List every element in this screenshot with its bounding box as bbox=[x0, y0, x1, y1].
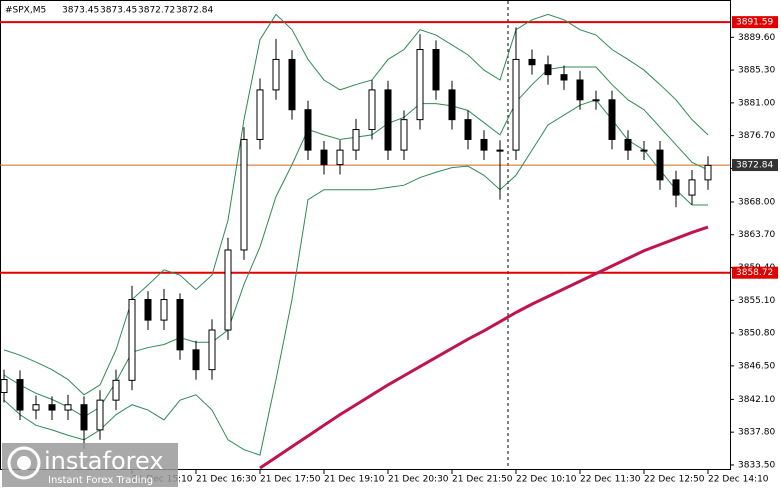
quote-value: 3872.72 bbox=[138, 6, 175, 16]
candle-body bbox=[544, 64, 552, 76]
y-tick-label: 3855.10 bbox=[738, 296, 775, 306]
candle-body bbox=[304, 109, 312, 151]
candle-body bbox=[336, 149, 344, 166]
candle-body bbox=[80, 404, 88, 431]
quote-value: 3873.45 bbox=[62, 6, 99, 16]
candle-body bbox=[176, 299, 184, 351]
x-tick-label: 22 Dec 11:30 bbox=[580, 475, 641, 485]
watermark-brand: instaforex bbox=[44, 447, 164, 475]
candle-body bbox=[32, 404, 40, 411]
plot-layer bbox=[0, 13, 730, 470]
y-tick-label: 3846.50 bbox=[738, 361, 775, 371]
candle-body bbox=[256, 89, 264, 140]
y-tick-label: 3889.60 bbox=[738, 33, 775, 43]
candle-body bbox=[464, 119, 472, 140]
current-price-box bbox=[732, 159, 778, 172]
candle-body bbox=[496, 149, 504, 152]
candle-body bbox=[112, 379, 120, 401]
candle-body bbox=[96, 399, 104, 431]
candle-body bbox=[352, 129, 360, 151]
candle-body bbox=[16, 379, 24, 411]
candle-body bbox=[128, 299, 136, 381]
quote-value: 3873.45 bbox=[100, 6, 137, 16]
x-tick-label: 22 Dec 10:10 bbox=[516, 475, 577, 485]
candle-body bbox=[320, 149, 328, 166]
quote-value: 3872.84 bbox=[176, 6, 213, 16]
candle-body bbox=[160, 299, 168, 321]
watermark-logo bbox=[7, 446, 41, 480]
candle-body bbox=[192, 349, 200, 371]
candle-body bbox=[656, 149, 664, 181]
candle-body bbox=[224, 249, 232, 331]
y-tick-label: 3850.80 bbox=[738, 329, 775, 339]
candle-body bbox=[368, 89, 376, 131]
candle-body bbox=[288, 58, 296, 111]
candle-body bbox=[624, 138, 632, 151]
x-tick-label: 22 Dec 12:50 bbox=[644, 475, 705, 485]
candle-body bbox=[144, 299, 152, 321]
y-tick-label: 3842.10 bbox=[738, 395, 775, 405]
x-tick-label: 21 Dec 17:50 bbox=[260, 475, 321, 485]
level-label: 3858.72 bbox=[736, 268, 773, 278]
watermark-slogan: Instant Forex Trading bbox=[48, 475, 153, 486]
candle-body bbox=[576, 79, 584, 101]
level-box bbox=[732, 16, 778, 29]
candle-body bbox=[528, 58, 536, 66]
y-tick-label: 3881.00 bbox=[738, 98, 775, 108]
candle-body bbox=[512, 58, 520, 151]
y-tick-label: 3885.30 bbox=[738, 66, 775, 76]
y-tick-label: 3868.00 bbox=[738, 197, 775, 207]
current-price-label: 3872.84 bbox=[736, 161, 773, 171]
x-tick-label: 21 Dec 19:10 bbox=[324, 475, 385, 485]
x-tick-label: 21 Dec 21:50 bbox=[452, 475, 513, 485]
x-tick-label: 22 Dec 14:10 bbox=[708, 475, 769, 485]
x-tick-label: 21 Dec 20:30 bbox=[388, 475, 449, 485]
candle-body bbox=[560, 74, 568, 81]
candle-body bbox=[48, 404, 56, 411]
candle-body bbox=[640, 149, 648, 152]
candle-body bbox=[672, 179, 680, 196]
candle-body bbox=[384, 89, 392, 151]
y-tick-label: 3833.50 bbox=[738, 460, 775, 470]
candle-body bbox=[64, 404, 72, 411]
candle-body bbox=[240, 138, 248, 251]
level-label: 3891.59 bbox=[736, 18, 773, 28]
indicator-line bbox=[3, 13, 709, 396]
candle-body bbox=[704, 164, 712, 181]
candle-body bbox=[592, 99, 600, 102]
candle-body bbox=[208, 329, 216, 371]
candle-body bbox=[608, 99, 616, 140]
candle-body bbox=[0, 379, 8, 394]
candle-body bbox=[688, 179, 696, 196]
candle-body bbox=[400, 119, 408, 151]
y-tick-label: 3837.80 bbox=[738, 428, 775, 438]
y-tick-label: 3876.70 bbox=[738, 131, 775, 141]
candle-body bbox=[416, 49, 424, 121]
y-tick-label: 3863.70 bbox=[738, 230, 775, 240]
x-tick-label: 21 Dec 16:30 bbox=[196, 475, 257, 485]
candle-body bbox=[432, 49, 440, 91]
candle-body bbox=[448, 89, 456, 121]
candle-body bbox=[272, 58, 280, 91]
symbol: #SPX,M5 bbox=[5, 6, 46, 16]
indicator-line bbox=[3, 99, 708, 456]
indicator-line bbox=[259, 225, 709, 470]
level-box bbox=[732, 266, 778, 279]
watermark-logo-inner bbox=[17, 456, 31, 470]
candle-body bbox=[480, 138, 488, 151]
